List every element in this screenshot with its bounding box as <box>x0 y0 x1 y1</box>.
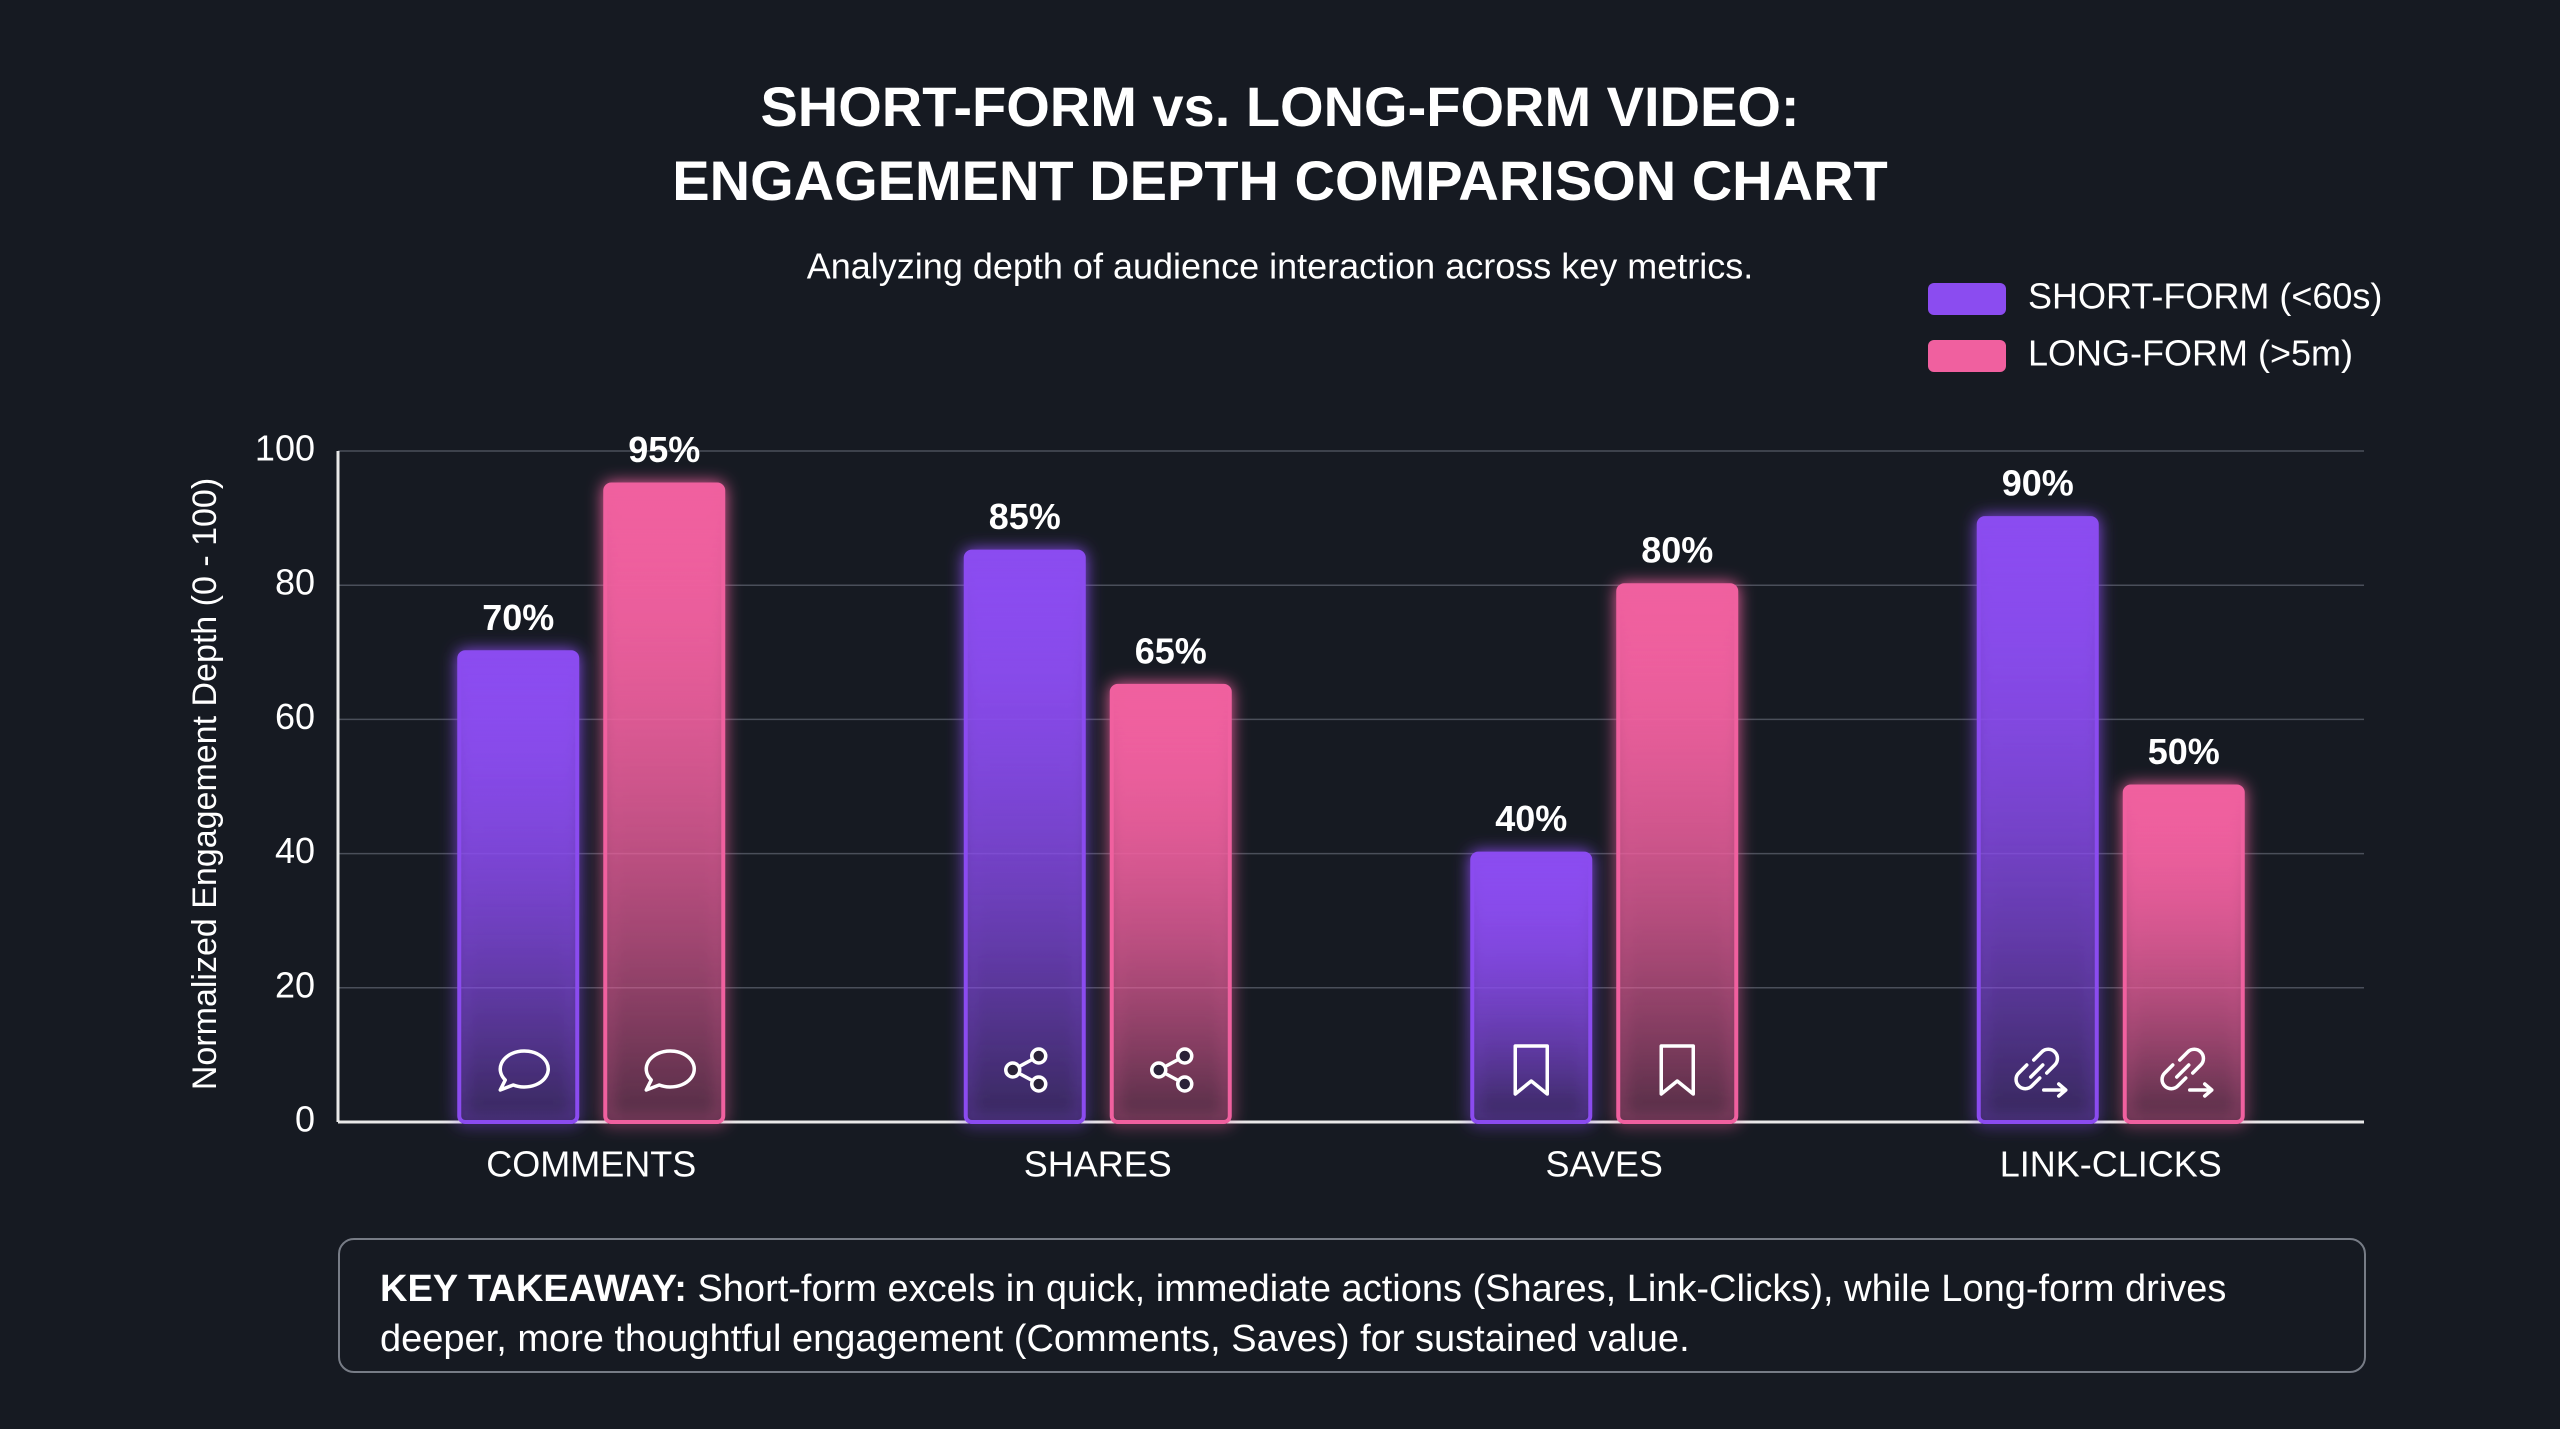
icon-share-node <box>1150 1061 1168 1079</box>
bar <box>1470 851 1593 1124</box>
value-label: 65% <box>1135 630 1207 671</box>
legend-swatch <box>1928 283 2006 315</box>
icon-bookmark <box>1659 1044 1695 1096</box>
chart-subtitle: Analyzing depth of audience interaction … <box>807 246 1754 287</box>
x-tick-label: SAVES <box>1546 1144 1663 1185</box>
x-tick-label: LINK-CLICKS <box>2000 1144 2222 1185</box>
bar <box>2122 784 2245 1124</box>
icon-comment <box>498 1049 550 1092</box>
icon-share-node <box>1176 1075 1194 1093</box>
bar <box>1976 516 2099 1124</box>
icon-share-node <box>1176 1047 1194 1065</box>
icon-share-node <box>1004 1061 1022 1079</box>
legend-swatch <box>1928 340 2006 372</box>
value-label: 70% <box>482 597 554 638</box>
chart-title: ENGAGEMENT DEPTH COMPARISON CHART <box>672 149 1887 212</box>
legend-label: LONG-FORM (>5m) <box>2028 333 2353 374</box>
takeaway-text: Short-form excels in quick, immediate ac… <box>380 1268 2227 1360</box>
value-label: 80% <box>1641 530 1713 571</box>
bar <box>603 482 726 1124</box>
legend-label: SHORT-FORM (<60s) <box>2028 276 2382 317</box>
icon-arrow <box>2188 1082 2214 1098</box>
value-label: 85% <box>989 496 1061 537</box>
chart-title: SHORT-FORM vs. LONG-FORM VIDEO: <box>760 75 1799 138</box>
icon-link <box>2160 1047 2206 1091</box>
y-tick-label: 0 <box>295 1099 315 1140</box>
bar <box>1109 683 1232 1124</box>
icon-link <box>2014 1047 2060 1091</box>
y-tick-label: 100 <box>255 428 315 469</box>
value-label: 90% <box>2002 463 2074 504</box>
y-tick-label: 60 <box>275 696 315 737</box>
icon-share-node <box>1030 1075 1048 1093</box>
y-tick-label: 40 <box>275 830 315 871</box>
value-label: 40% <box>1495 798 1567 839</box>
x-tick-label: SHARES <box>1024 1144 1172 1185</box>
bar <box>963 549 1086 1124</box>
bar <box>457 650 580 1124</box>
y-tick-label: 80 <box>275 562 315 603</box>
takeaway-label: KEY TAKEAWAY: <box>380 1268 687 1310</box>
y-axis-title: Normalized Engagement Depth (0 - 100) <box>186 478 224 1090</box>
x-tick-label: COMMENTS <box>486 1144 696 1185</box>
icon-arrow <box>2042 1082 2068 1098</box>
value-label: 50% <box>2148 731 2220 772</box>
takeaway-box: KEY TAKEAWAY: Short-form excels in quick… <box>338 1238 2366 1373</box>
value-label: 95% <box>628 429 700 470</box>
bar <box>1616 583 1739 1124</box>
y-tick-label: 20 <box>275 964 315 1005</box>
icon-comment <box>644 1049 696 1092</box>
icon-bookmark <box>1513 1044 1549 1096</box>
icon-share-node <box>1030 1047 1048 1065</box>
